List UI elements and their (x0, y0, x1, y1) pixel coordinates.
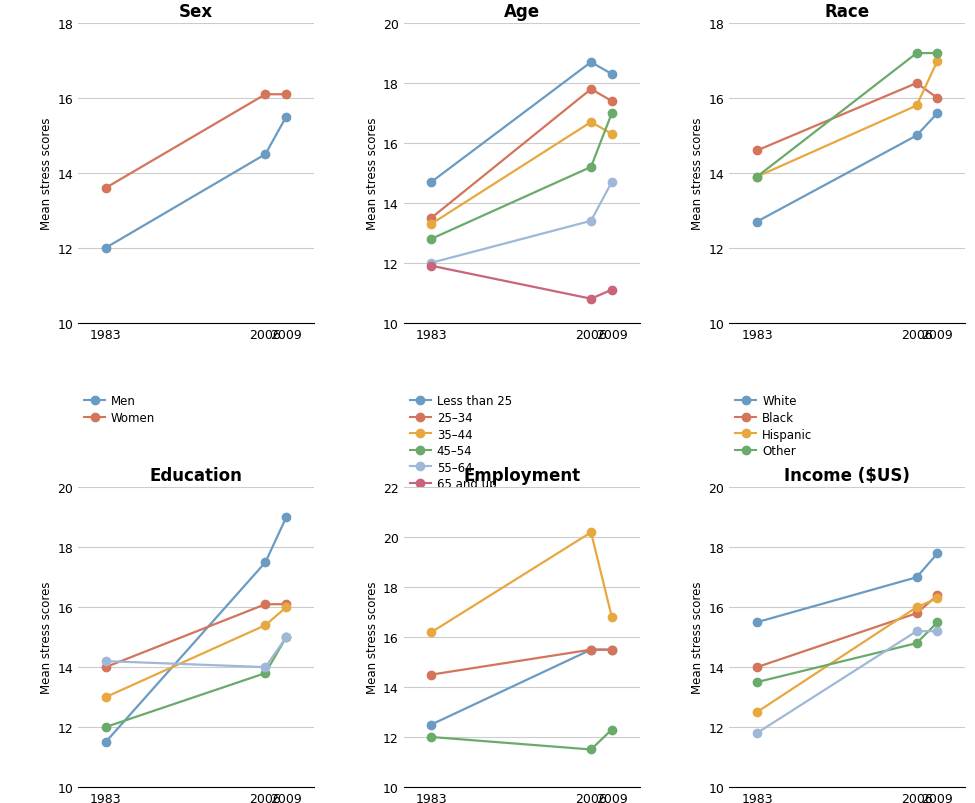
Title: Education: Education (149, 467, 243, 485)
Y-axis label: Mean stress scores: Mean stress scores (366, 581, 378, 694)
Legend: White, Black, Hispanic, Other: White, Black, Hispanic, Other (735, 395, 812, 458)
Y-axis label: Mean stress scores: Mean stress scores (691, 117, 704, 230)
Title: Race: Race (825, 3, 870, 21)
Y-axis label: Mean stress scores: Mean stress scores (40, 117, 53, 230)
Y-axis label: Mean stress scores: Mean stress scores (40, 581, 53, 694)
Title: Sex: Sex (179, 3, 214, 21)
Legend: Men, Women: Men, Women (84, 395, 155, 425)
Y-axis label: Mean stress scores: Mean stress scores (691, 581, 704, 694)
Y-axis label: Mean stress scores: Mean stress scores (366, 117, 378, 230)
Title: Income ($US): Income ($US) (784, 467, 911, 485)
Title: Age: Age (503, 3, 540, 21)
Legend: Less than 25, 25–34, 35–44, 45–54, 55–64, 65 and up: Less than 25, 25–34, 35–44, 45–54, 55–64… (410, 395, 512, 491)
Title: Employment: Employment (463, 467, 580, 485)
